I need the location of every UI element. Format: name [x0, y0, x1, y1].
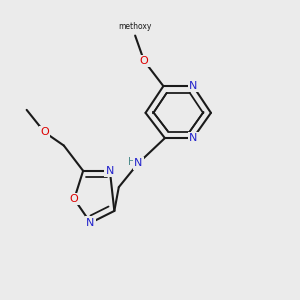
Text: O: O: [70, 194, 79, 204]
Text: N: N: [189, 81, 197, 91]
Text: N: N: [86, 218, 95, 228]
Text: N: N: [189, 133, 197, 143]
Text: H: H: [128, 157, 136, 167]
Text: O: O: [40, 127, 49, 137]
Text: N: N: [106, 166, 114, 176]
Text: O: O: [140, 56, 148, 66]
Text: methoxy: methoxy: [118, 22, 152, 31]
Text: N: N: [134, 158, 142, 168]
